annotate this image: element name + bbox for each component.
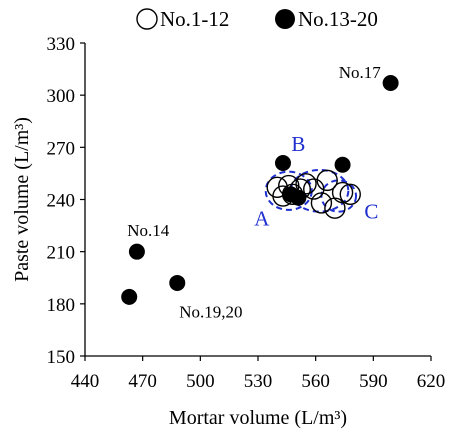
group-label-C: C xyxy=(364,200,378,224)
x-tick-label: 530 xyxy=(244,371,273,392)
y-tick-label: 300 xyxy=(47,86,76,107)
data-point-filled xyxy=(382,74,399,91)
legend-label-series-2: No.13-20 xyxy=(298,7,378,31)
x-tick-label: 440 xyxy=(71,371,100,392)
axes: 440 470 500 530 560 590 620 150 180 210 240 270 300 3… xyxy=(11,34,445,429)
y-axis-title: Paste volume (L/m³) xyxy=(11,117,33,282)
data-point-open xyxy=(316,169,338,192)
x-tick-label: 590 xyxy=(359,371,388,392)
y-tick-label: 180 xyxy=(47,295,76,316)
data-point-filled xyxy=(169,274,186,291)
y-tick-label: 240 xyxy=(47,191,76,212)
legend-label-series-1: No.1-12 xyxy=(160,7,229,31)
y-tick-label: 210 xyxy=(47,243,76,264)
data-points xyxy=(121,74,399,305)
legend: No.1-12 No.13-20 xyxy=(136,7,378,31)
data-point-open xyxy=(331,181,354,204)
data-point-filled xyxy=(128,243,145,260)
x-tick-label: 500 xyxy=(186,371,215,392)
x-axis-title: Mortar volume (L/m³) xyxy=(169,407,347,429)
data-point-filled xyxy=(290,189,307,206)
group-ellipse-A xyxy=(264,170,313,211)
group-ellipses: A B C xyxy=(254,132,378,231)
data-point-filled xyxy=(274,154,291,171)
x-tick-label: 470 xyxy=(128,371,157,392)
annotations: No.17 No.14 No.19,20 xyxy=(127,63,381,322)
y-tick-label: 150 xyxy=(47,347,76,368)
y-tick-label: 270 xyxy=(47,138,76,159)
data-point-filled xyxy=(121,288,138,305)
legend-filled-circle-icon xyxy=(275,9,295,29)
y-tick-label: 330 xyxy=(47,34,76,55)
annotation-label: No.17 xyxy=(339,63,382,82)
annotation-label: No.14 xyxy=(127,221,170,240)
data-point-open xyxy=(295,173,317,195)
x-tick-label: 620 xyxy=(417,371,446,392)
data-point-filled xyxy=(334,156,351,173)
data-point-open xyxy=(339,183,361,205)
group-label-B: B xyxy=(291,132,305,156)
group-label-A: A xyxy=(254,207,270,231)
group-ellipse-C xyxy=(320,179,358,213)
annotation-label: No.19,20 xyxy=(179,303,242,322)
legend-open-circle-icon xyxy=(136,8,158,30)
x-tick-label: 560 xyxy=(301,371,330,392)
data-point-open xyxy=(310,192,333,214)
